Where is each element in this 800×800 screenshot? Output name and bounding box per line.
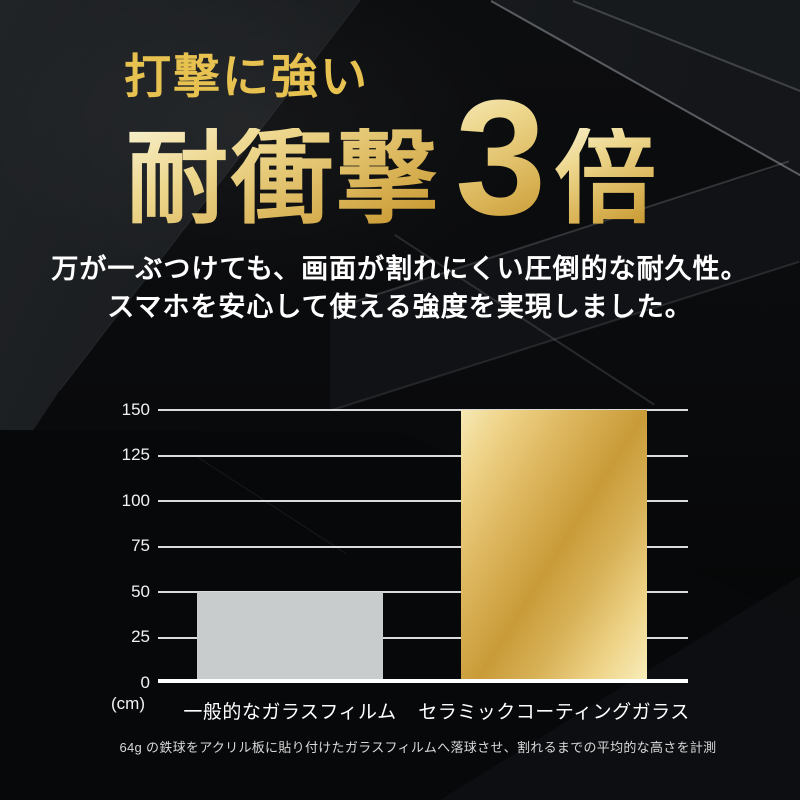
x-axis-baseline (158, 679, 688, 683)
gridline-50 (158, 591, 688, 593)
main-title-prefix: 耐衝撃 (126, 122, 441, 236)
description-line-1: 万が一ぶつけても、画面が割れにくい圧倒的な耐久性。 (51, 254, 749, 284)
y-tick-125: 125 (121, 445, 150, 464)
y-tick-150: 150 (121, 400, 150, 419)
y-axis-unit-label: (cm) (111, 694, 145, 713)
y-tick-25: 25 (131, 627, 150, 646)
gridline-25 (158, 636, 688, 639)
tagline: 打撃に強い (124, 50, 369, 103)
x-label-generic-glass-film: 一般的なガラスフィルム (183, 702, 397, 723)
y-tick-75: 75 (131, 536, 150, 555)
y-tick-50: 50 (131, 582, 150, 601)
gridline-75 (158, 545, 688, 548)
main-title-number: 3 (455, 66, 547, 249)
main-title: 耐衝撃 3 倍 (126, 76, 656, 240)
plot-area (158, 409, 688, 683)
main-title-suffix: 倍 (554, 122, 657, 236)
gridline-150 (158, 409, 688, 411)
footnote: 64g の鉄球をアクリル板に貼り付けたガラスフィルムへ落球させ、割れるまでの平均… (119, 740, 717, 755)
x-label-ceramic-coating-glass: セラミックコーティングガラス (418, 702, 690, 723)
description: 万が一ぶつけても、画面が割れにくい圧倒的な耐久性。 スマホを安心して使える強度を… (0, 250, 800, 326)
bar-generic-glass-film (197, 592, 383, 683)
gridline-125 (158, 454, 688, 457)
bar-ceramic-coating-glass (461, 410, 647, 683)
description-line-2: スマホを安心して使える強度を実現しました。 (107, 292, 693, 322)
gridline-100 (158, 500, 688, 502)
y-tick-0: 0 (140, 673, 150, 692)
y-tick-100: 100 (121, 491, 150, 510)
